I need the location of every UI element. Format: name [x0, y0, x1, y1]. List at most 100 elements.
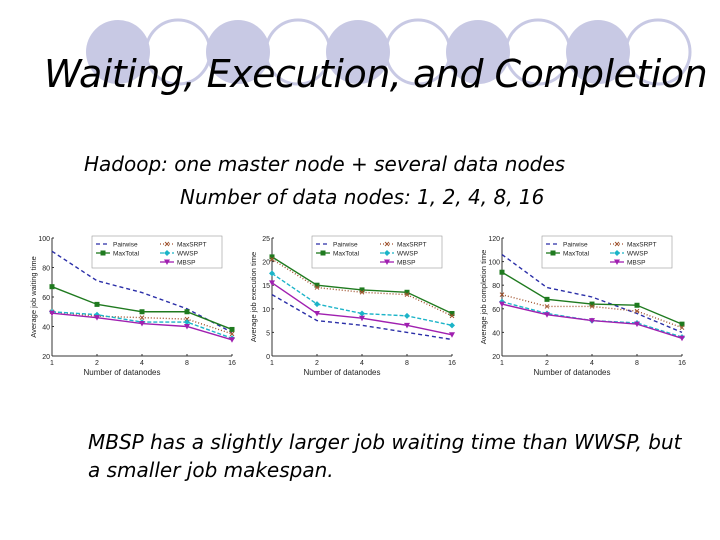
data-point-maxtotal: [359, 287, 365, 293]
data-point-maxtotal: [269, 254, 275, 260]
series-line-maxtotal: [501, 271, 683, 325]
data-point-mbsp: [679, 335, 685, 342]
legend-label: WWSP: [397, 251, 418, 258]
data-point-maxtotal: [679, 321, 685, 327]
data-point-maxsrpt: [229, 331, 235, 337]
filled-circle-decoration: [326, 20, 390, 84]
data-point-maxtotal: [94, 301, 100, 307]
data-point-maxtotal: [499, 269, 505, 275]
setup-description: Hadoop: one master node + several data n…: [84, 152, 566, 176]
data-point-maxsrpt: [589, 304, 595, 309]
y-tick-label: 15: [262, 283, 270, 290]
legend-label: MaxSRPT: [627, 242, 657, 249]
legend-label: MaxTotal: [333, 251, 360, 258]
data-point-wwsp: [94, 311, 100, 318]
x-tick-label: 8: [405, 360, 409, 367]
legend-marker: [164, 250, 170, 256]
legend-label: MBSP: [627, 260, 645, 267]
data-point-maxsrpt: [499, 292, 505, 297]
legend-label: Pairwise: [113, 242, 138, 249]
y-tick-label: 40: [42, 325, 50, 332]
data-point-mbsp: [229, 337, 235, 343]
data-point-wwsp: [404, 312, 410, 319]
waiting-time-chart: 20 40 60 80 100 1 2 4 8 16 Number of datanodes Aver…: [29, 235, 236, 377]
x-tick-label: 2: [315, 360, 319, 367]
y-tick-label: 120: [488, 236, 500, 243]
x-tick-label: 1: [270, 360, 274, 367]
legend-label: MaxTotal: [113, 251, 140, 258]
slide-title: Waiting, Execution, and Completion: [44, 52, 708, 96]
data-point-wwsp: [314, 301, 320, 308]
x-axis-label: Number of datanodes: [534, 368, 611, 377]
legend-marker: [164, 259, 170, 265]
y-tick-label: 20: [262, 260, 270, 267]
legend-marker: [614, 241, 620, 247]
filled-circle-decoration: [446, 20, 510, 84]
data-point-maxsrpt: [314, 285, 320, 290]
legend-box: [311, 235, 443, 269]
y-axis-label: Average job execution time: [249, 252, 258, 342]
data-point-maxtotal: [184, 309, 190, 315]
data-point-maxtotal: [314, 282, 320, 288]
legend-label: WWSP: [627, 251, 648, 258]
filled-circle-decoration: [566, 20, 630, 84]
data-point-mbsp: [634, 321, 640, 328]
data-point-maxtotal: [449, 311, 455, 317]
x-tick-label: 2: [545, 360, 549, 367]
series-line-pairwise: [51, 250, 233, 334]
data-point-maxtotal: [49, 284, 55, 290]
legend-label: MaxSRPT: [397, 242, 427, 249]
legend-label: MBSP: [177, 260, 195, 267]
x-axis-label: Number of datanodes: [304, 368, 381, 377]
series-line-pairwise: [501, 253, 683, 334]
decorative-circles: [86, 18, 692, 86]
datanode-counts: Number of data nodes: 1, 2, 4, 8, 16: [180, 185, 545, 209]
legend-label: MaxSRPT: [177, 242, 207, 249]
legend-marker: [614, 250, 620, 256]
y-tick-label: 25: [262, 236, 270, 243]
legend-box: [541, 235, 673, 269]
legend-label: MBSP: [397, 260, 415, 267]
legend-marker: [320, 250, 326, 256]
x-tick-label: 1: [50, 360, 54, 367]
data-point-maxsrpt: [404, 292, 410, 297]
y-tick-label: 40: [492, 330, 500, 337]
x-tick-label: 16: [228, 360, 236, 367]
y-tick-label: 0: [266, 354, 270, 361]
data-point-mbsp: [314, 311, 320, 317]
x-tick-label: 8: [635, 360, 639, 367]
ring-circle-decoration: [624, 18, 692, 86]
data-point-mbsp: [184, 324, 190, 330]
y-tick-label: 100: [38, 236, 50, 243]
legend-marker: [384, 250, 390, 256]
x-tick-label: 16: [678, 360, 686, 367]
x-tick-label: 4: [590, 360, 594, 367]
y-tick-label: 10: [262, 307, 270, 314]
y-tick-label: 5: [266, 330, 270, 337]
data-point-maxtotal: [404, 289, 410, 295]
data-point-mbsp: [589, 318, 595, 324]
x-tick-label: 4: [360, 360, 364, 367]
y-tick-label: 20: [492, 354, 500, 361]
data-point-maxtotal: [589, 301, 595, 307]
data-point-maxsrpt: [359, 289, 365, 295]
data-point-mbsp: [359, 315, 365, 322]
y-axis-label: Average job completion time: [479, 250, 488, 345]
execution-time-chart: 0 5 10 15 20 25 1 2 4 8 16 Number of datanodes Avera…: [249, 235, 456, 377]
data-point-maxtotal: [229, 326, 235, 332]
y-tick-label: 80: [492, 283, 500, 290]
data-point-maxtotal: [139, 309, 145, 315]
legend-marker: [164, 241, 170, 247]
legend-marker: [100, 250, 106, 256]
data-point-mbsp: [404, 322, 410, 329]
legend-box: [91, 235, 223, 269]
data-point-maxsrpt: [634, 308, 640, 314]
legend-label: MaxTotal: [563, 251, 590, 258]
x-tick-label: 4: [140, 360, 144, 367]
data-point-mbsp: [94, 315, 100, 321]
y-axis-label: Average job waiting time: [29, 256, 38, 338]
data-point-wwsp: [184, 319, 190, 326]
data-point-mbsp: [449, 332, 455, 338]
x-tick-label: 8: [185, 360, 189, 367]
legend-label: Pairwise: [563, 242, 588, 249]
